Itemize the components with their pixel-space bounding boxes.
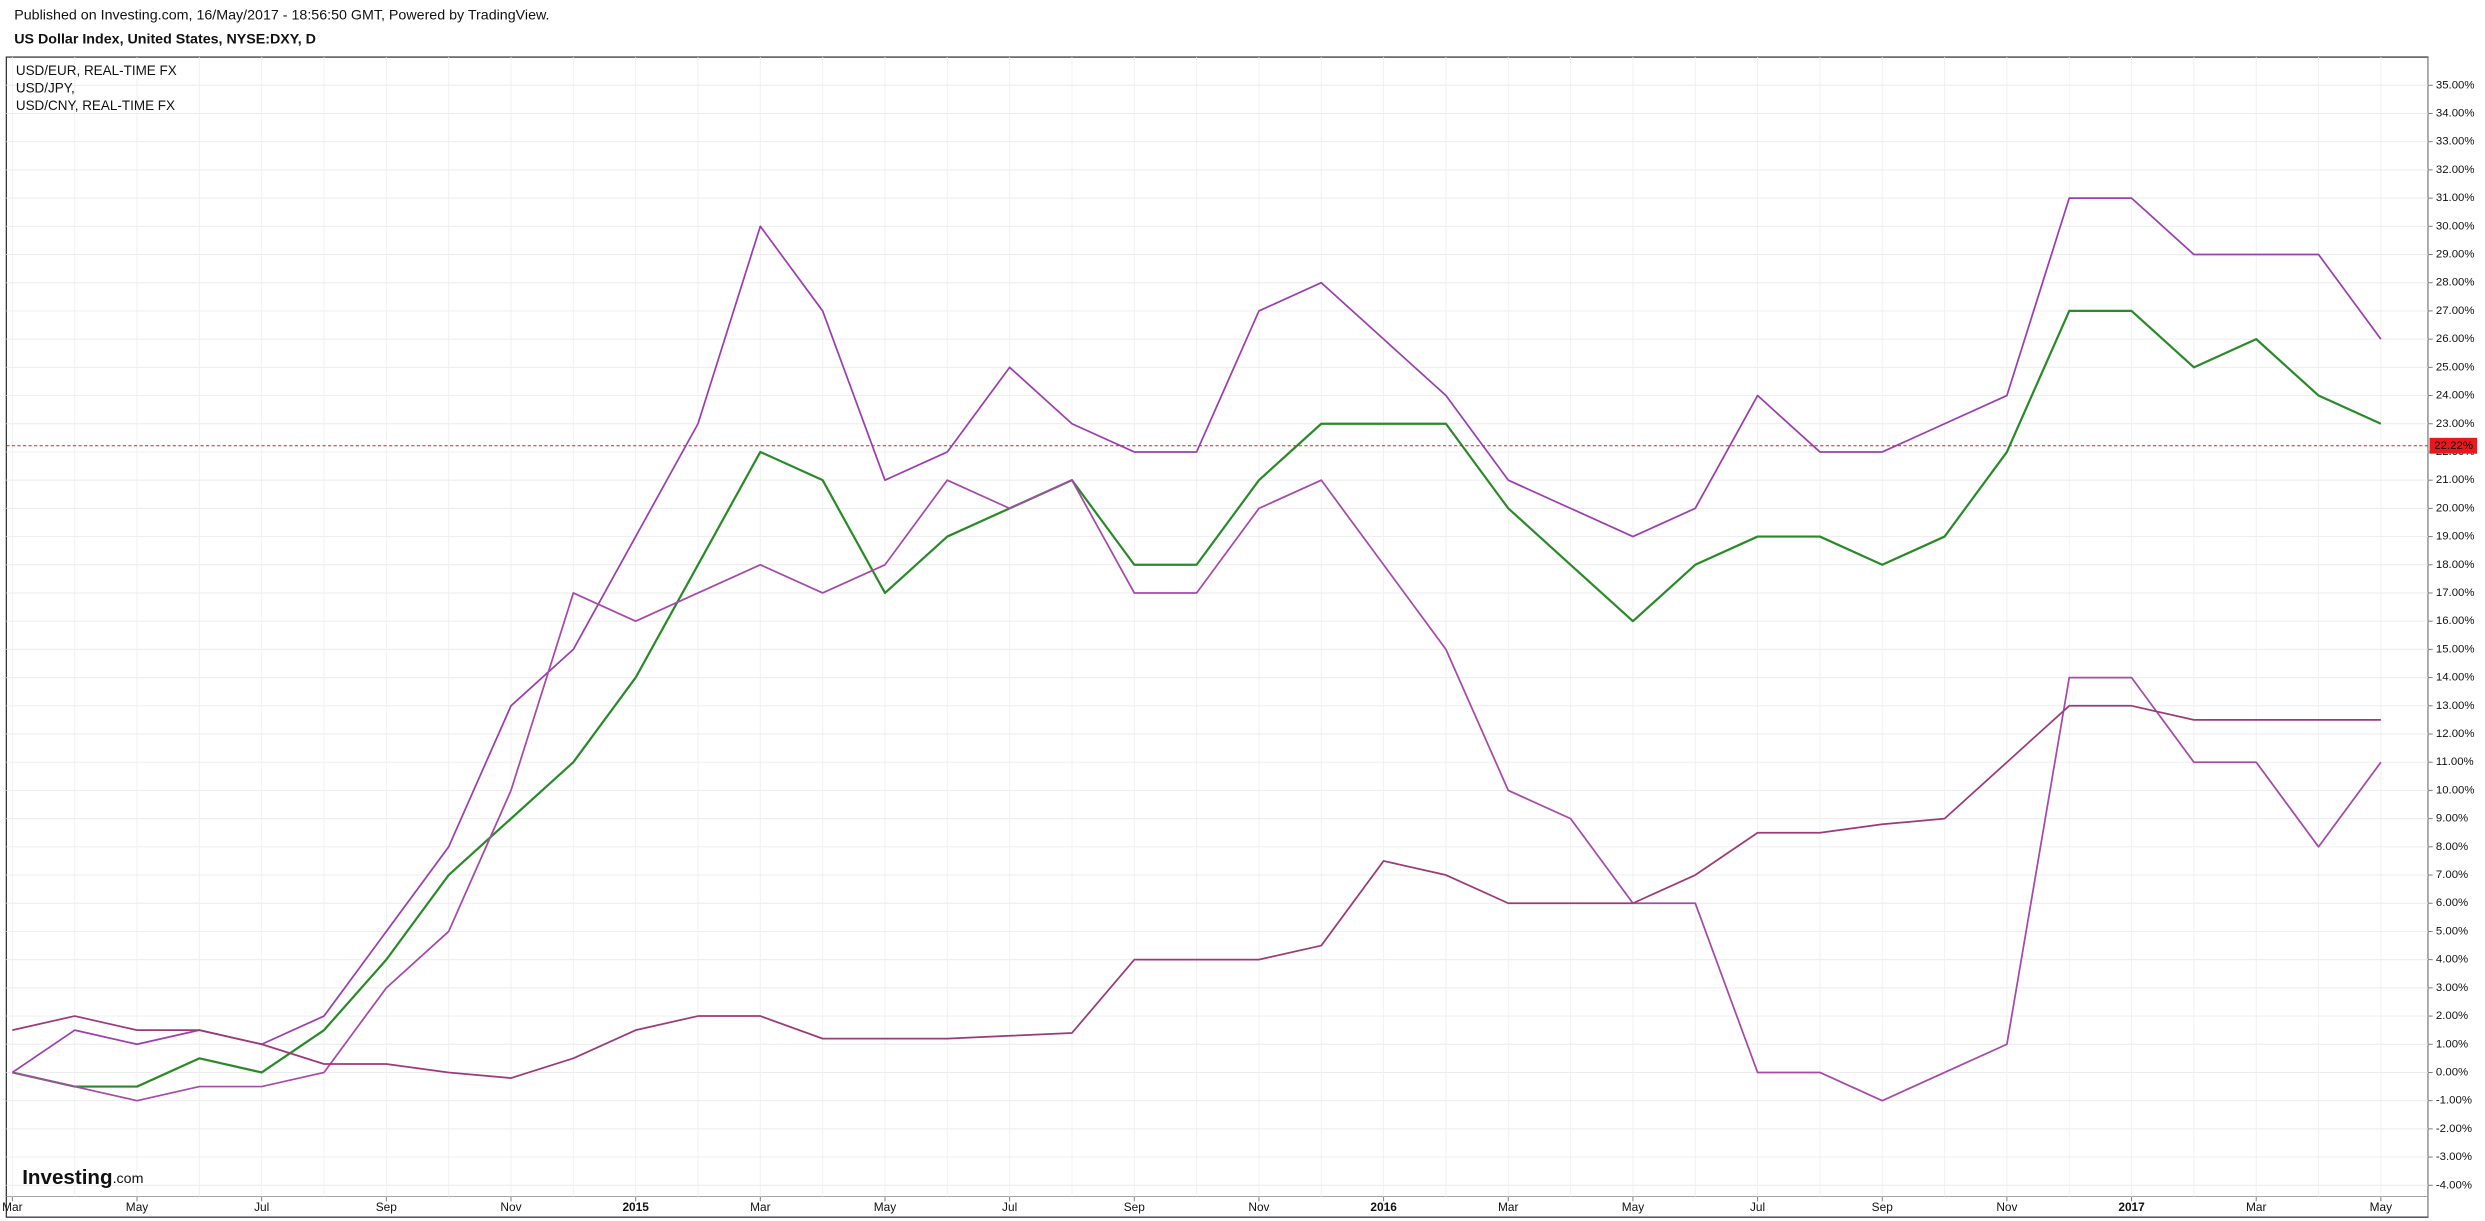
y-tick-label: 14.00% [2436,672,2475,684]
subtitle: Published on Investing.com, 16/May/2017 … [14,8,549,24]
y-tick-label: -1.00% [2436,1095,2472,1107]
x-tick-label: Sep [1124,1200,1146,1214]
series-line [11,197,2382,1074]
y-tick-label: 24.00% [2436,390,2475,402]
x-tick-label: Mar [750,1200,770,1214]
logo: Investing.com [22,1167,143,1190]
y-tick-label: 8.00% [2436,841,2468,853]
x-tick-label: May [874,1200,896,1214]
y-tick-label: 32.00% [2436,164,2475,176]
x-tick-label: Mar [2,1200,22,1214]
y-tick-label: 17.00% [2436,587,2475,599]
x-tick-label: Nov [500,1200,521,1214]
x-tick-label: Nov [1996,1200,2017,1214]
x-tick-label: 2017 [2118,1200,2145,1214]
last-value-label: 22.22% [2434,440,2473,452]
x-tick-label: May [2370,1200,2392,1214]
y-tick-label: 12.00% [2436,728,2475,740]
x-tick-label: 2015 [622,1200,649,1214]
y-tick-label: 15.00% [2436,643,2475,655]
legend-entry: USD/EUR, REAL-TIME FX [16,63,177,78]
labels: -4.00% -3.00% -2.00% -1.00% 0.00% 1.00% 2.00% 3… [2,63,2478,1214]
series-line [12,704,2381,1079]
logo-suffix: .com [113,1171,144,1187]
y-tick-label: 3.00% [2436,982,2468,994]
y-tick-label: -4.00% [2436,1179,2472,1191]
y-tick-label: 11.00% [2436,756,2474,768]
y-tick-label: 33.00% [2436,136,2475,148]
y-tick-label: -3.00% [2436,1151,2472,1163]
x-tick-label: Jul [1002,1200,1017,1214]
x-tick-label: 2016 [1370,1200,1397,1214]
plot-frame [5,56,2429,1218]
marks [6,197,2428,1102]
y-tick-label: 7.00% [2436,869,2468,881]
y-tick-label: 31.00% [2436,192,2475,204]
y-tick-label: -2.00% [2436,1123,2472,1135]
y-tick-label: 4.00% [2436,954,2468,966]
series-line [12,479,2382,1102]
x-tick-label: Mar [2246,1200,2266,1214]
y-tick-label: 20.00% [2436,502,2475,514]
y-tick-label: 26.00% [2436,333,2475,345]
x-tick-label: May [126,1200,148,1214]
legend-entry: USD/JPY, [16,80,75,95]
x-tick-label: Mar [1498,1200,1518,1214]
y-tick-label: 16.00% [2436,615,2475,627]
series-line [12,309,2382,1088]
x-tick-label: Jul [1750,1200,1765,1214]
y-tick-label: 9.00% [2436,813,2468,825]
x-tick-label: Jul [254,1200,269,1214]
y-tick-label: 13.00% [2436,700,2475,712]
x-tick-label: May [1622,1200,1644,1214]
y-tick-label: 30.00% [2436,220,2475,232]
last-value-badge [2429,437,2478,454]
y-tick-label: 5.00% [2436,925,2468,937]
y-tick-label: 19.00% [2436,531,2475,543]
y-tick-label: 2.00% [2436,1010,2468,1022]
y-tick-label: 21.00% [2436,474,2475,486]
y-tick-label: 28.00% [2436,277,2475,289]
y-tick-label: 35.00% [2436,79,2475,91]
y-tick-label: 0.00% [2436,1066,2468,1078]
chart-title: US Dollar Index, United States, NYSE:DXY… [14,31,316,47]
y-tick-label: 25.00% [2436,361,2475,373]
y-tick-label: 27.00% [2436,305,2475,317]
x-tick-label: Nov [1248,1200,1269,1214]
legend-entry: USD/CNY, REAL-TIME FX [16,98,175,113]
y-tick-label: 23.00% [2436,418,2475,430]
y-tick-label: 29.00% [2436,249,2475,261]
x-tick-label: Sep [376,1200,398,1214]
grid [6,57,2433,1202]
y-tick-label: 18.00% [2436,559,2475,571]
x-tick-label: Sep [1872,1200,1894,1214]
y-tick-label: 10.00% [2436,784,2475,796]
y-tick-label: 34.00% [2436,108,2475,120]
y-tick-label: 6.00% [2436,897,2468,909]
y-tick-label: 1.00% [2436,1038,2468,1050]
logo-name: Investing [22,1167,112,1190]
